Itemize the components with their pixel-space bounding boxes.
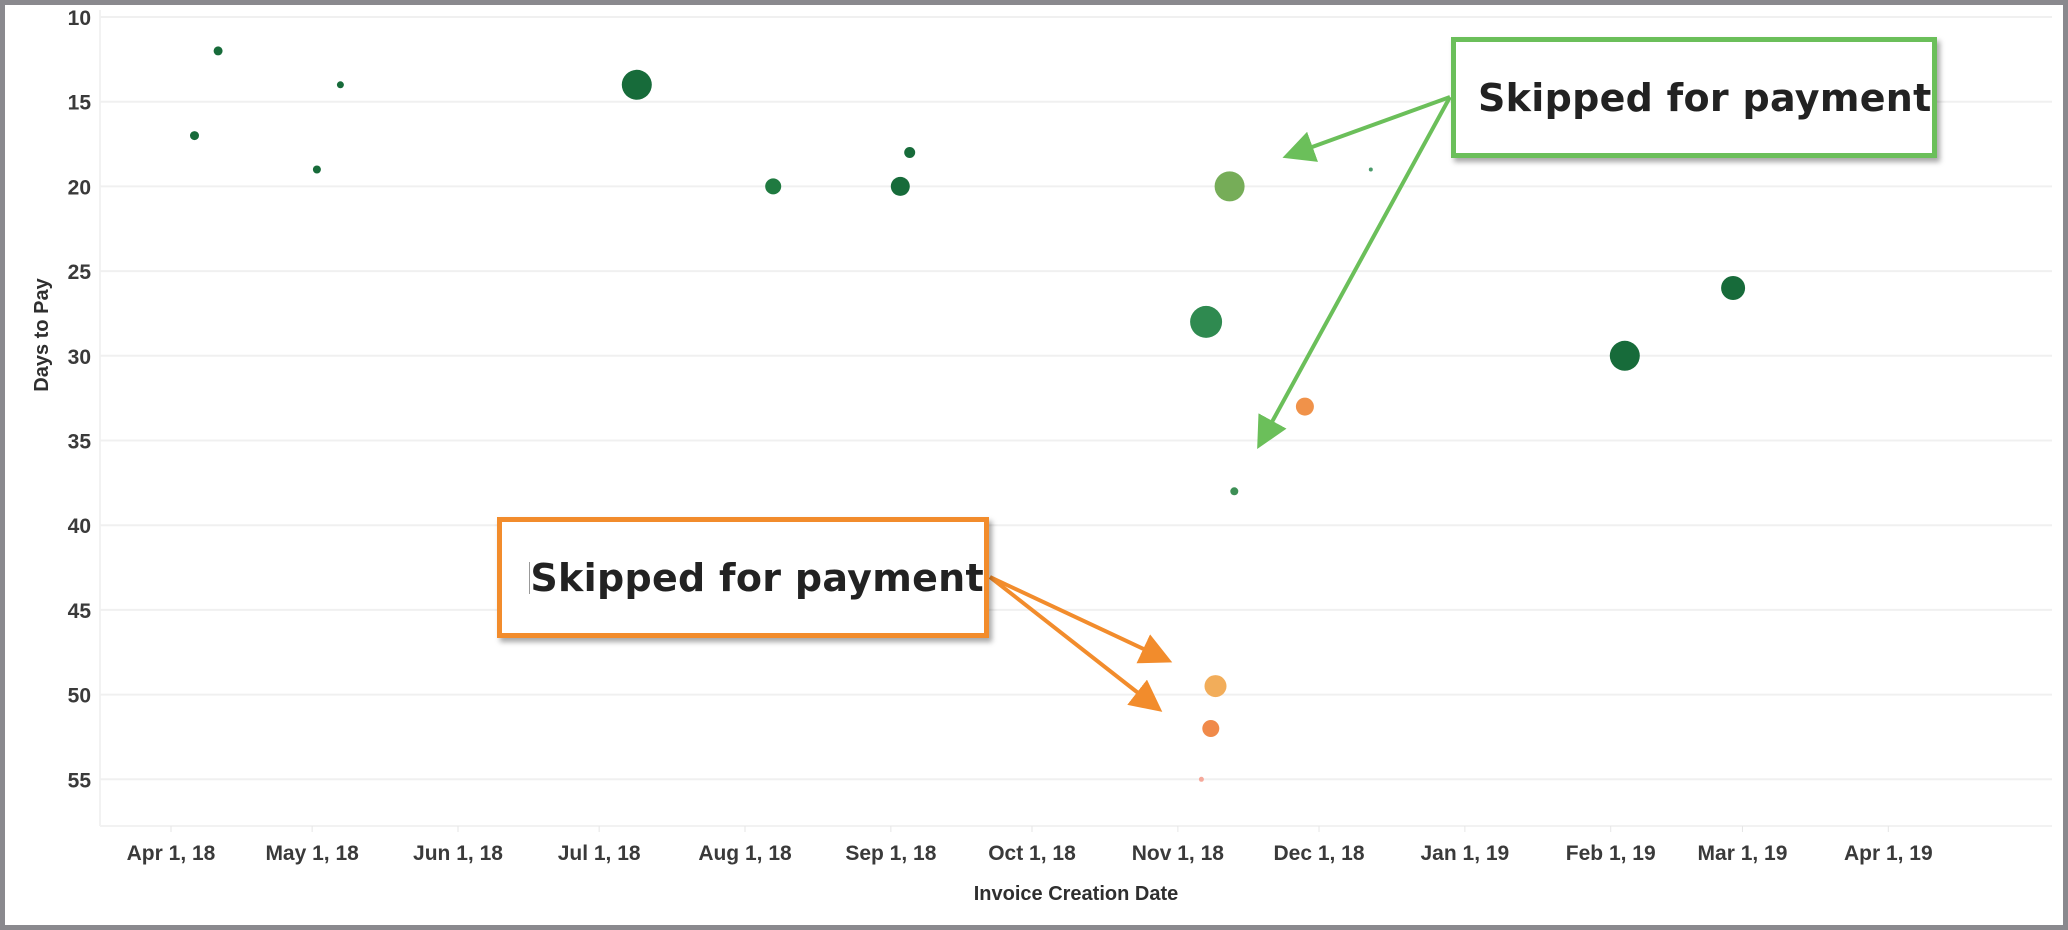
x-axis-title: Invoice Creation Date: [974, 883, 1179, 905]
data-point[interactable]: [1609, 340, 1640, 371]
data-point[interactable]: [213, 46, 223, 56]
y-tick-label: 35: [68, 431, 92, 454]
x-tick-label: Jul 1, 18: [558, 842, 641, 865]
x-tick-label: May 1, 18: [265, 842, 359, 865]
data-point[interactable]: [336, 81, 344, 89]
data-point[interactable]: [312, 165, 321, 174]
y-tick-label: 20: [68, 176, 91, 199]
y-tick-label: 55: [68, 769, 92, 792]
data-point[interactable]: [1198, 776, 1204, 782]
y-tick-label: 40: [68, 515, 91, 538]
y-tick-label: 45: [68, 600, 92, 623]
x-tick-label: Nov 1, 18: [1132, 842, 1225, 865]
y-tick-label: 15: [68, 92, 92, 115]
x-tick-label: Apr 1, 18: [127, 842, 216, 865]
x-tick-label: Sep 1, 18: [845, 842, 936, 865]
data-point[interactable]: [1295, 397, 1314, 416]
x-tick-label: Feb 1, 19: [1566, 842, 1656, 865]
x-tick-label: Dec 1, 18: [1273, 842, 1364, 865]
data-point[interactable]: [1368, 167, 1373, 172]
green-arrow-2: [1257, 96, 1452, 450]
y-axis-ticks: 10 15 20 25 30 35 40 45 50 55: [68, 7, 92, 792]
x-tick-label: Jun 1, 18: [413, 842, 503, 865]
x-tick-label: Jan 1, 19: [1421, 842, 1510, 865]
x-tick-label: Aug 1, 18: [698, 842, 792, 865]
data-point[interactable]: [765, 178, 782, 195]
annotation-skipped-orange: Skipped for payment: [497, 517, 989, 638]
data-points: [190, 46, 1746, 782]
y-tick-label: 30: [68, 346, 91, 369]
gridlines: [99, 10, 2052, 832]
annotation-label: Skipped for payment: [1478, 75, 1932, 120]
data-point[interactable]: [1204, 675, 1227, 698]
y-axis-title: Days to Pay: [31, 277, 53, 391]
data-point[interactable]: [1214, 171, 1245, 202]
data-point[interactable]: [890, 176, 910, 196]
annotation-label: Skipped for payment: [530, 555, 984, 600]
annotation-skipped-green: Skipped for payment: [1451, 37, 1937, 158]
annotation-arrows: [988, 95, 1452, 712]
data-point[interactable]: [1190, 305, 1223, 338]
x-tick-label: Mar 1, 19: [1698, 842, 1788, 865]
data-point[interactable]: [1202, 720, 1220, 737]
green-arrow-1: [1282, 95, 1451, 162]
x-axis-ticks: Apr 1, 18 May 1, 18 Jun 1, 18 Jul 1, 18 Aug …: [127, 842, 1933, 865]
y-tick-label: 10: [68, 7, 91, 30]
orange-arrow-2: [988, 575, 1163, 712]
x-tick-label: Oct 1, 18: [988, 842, 1076, 865]
data-point[interactable]: [904, 147, 916, 158]
data-point[interactable]: [621, 69, 652, 100]
orange-arrow-1: [989, 575, 1173, 664]
data-point[interactable]: [1230, 487, 1239, 496]
y-tick-label: 50: [68, 685, 91, 708]
y-tick-label: 25: [68, 261, 92, 284]
x-tick-label: Apr 1, 19: [1844, 842, 1933, 865]
data-point[interactable]: [1721, 276, 1746, 300]
data-point[interactable]: [190, 131, 199, 141]
